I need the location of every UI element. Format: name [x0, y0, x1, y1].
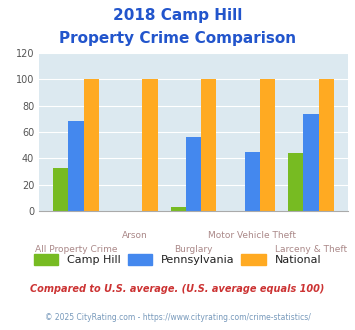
Text: All Property Crime: All Property Crime [35, 245, 117, 253]
Bar [201, 79, 217, 211]
Bar [260, 79, 275, 211]
Bar [303, 114, 318, 211]
Text: Motor Vehicle Theft: Motor Vehicle Theft [208, 231, 296, 240]
Bar [69, 121, 84, 211]
Text: Larceny & Theft: Larceny & Theft [275, 245, 347, 253]
Bar [186, 137, 201, 211]
Bar [142, 79, 158, 211]
Bar [288, 153, 303, 211]
Bar [53, 168, 69, 211]
Bar [318, 79, 334, 211]
Text: Arson: Arson [122, 231, 148, 240]
Text: Property Crime Comparison: Property Crime Comparison [59, 31, 296, 46]
Bar [84, 79, 99, 211]
Text: Burglary: Burglary [174, 245, 213, 253]
Text: © 2025 CityRating.com - https://www.cityrating.com/crime-statistics/: © 2025 CityRating.com - https://www.city… [45, 314, 310, 322]
Text: 2018 Camp Hill: 2018 Camp Hill [113, 8, 242, 23]
Bar [170, 207, 186, 211]
Text: Compared to U.S. average. (U.S. average equals 100): Compared to U.S. average. (U.S. average … [30, 284, 325, 294]
Legend: Camp Hill, Pennsylvania, National: Camp Hill, Pennsylvania, National [29, 250, 326, 270]
Bar [245, 152, 260, 211]
